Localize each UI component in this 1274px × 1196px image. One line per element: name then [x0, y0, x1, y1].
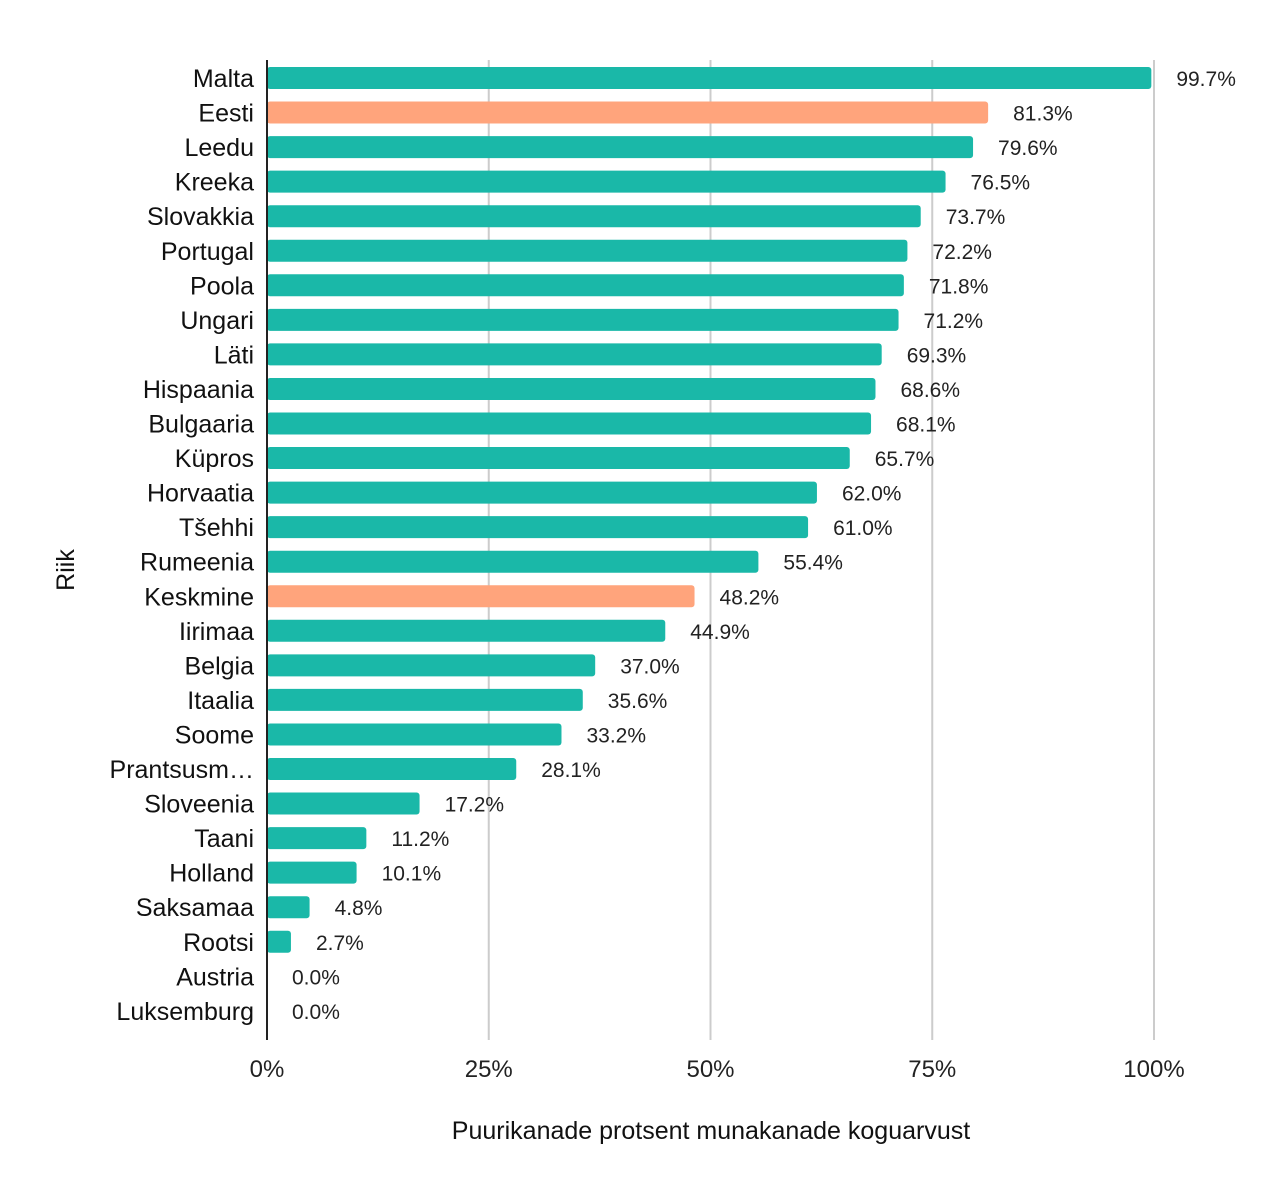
bar-14 — [267, 550, 759, 573]
category-label: Bulgaaria — [148, 411, 254, 439]
value-label: 44.9% — [690, 621, 750, 644]
category-label: Tšehhi — [179, 514, 254, 542]
bar-19 — [267, 723, 562, 746]
category-label: Keskmine — [144, 583, 254, 611]
bar-24 — [267, 896, 310, 919]
value-label: 55.4% — [783, 552, 843, 575]
value-label: 79.6% — [998, 137, 1058, 160]
value-label: 73.7% — [946, 206, 1006, 229]
category-label: Sloveenia — [144, 791, 254, 819]
value-label: 68.1% — [896, 414, 956, 437]
bar-0 — [267, 67, 1152, 89]
bar-20 — [267, 758, 517, 780]
x-tick-label: 0% — [250, 1056, 285, 1083]
category-label: Eesti — [198, 100, 254, 128]
value-label: 76.5% — [971, 172, 1031, 195]
category-label: Rumeenia — [140, 549, 254, 577]
bar-6 — [267, 274, 904, 297]
value-label: 0.0% — [292, 966, 340, 989]
category-label: Belgia — [185, 652, 255, 680]
value-label: 61.0% — [833, 517, 893, 540]
bar-13 — [267, 516, 809, 539]
value-label: 69.3% — [907, 344, 967, 367]
category-label: Horvaatia — [147, 480, 254, 508]
value-label: 35.6% — [608, 690, 668, 713]
bar-7 — [267, 308, 899, 331]
bar-17 — [267, 654, 596, 677]
x-tick-label: 75% — [908, 1056, 956, 1083]
category-label: Slovakkia — [147, 203, 254, 231]
value-label: 37.0% — [620, 655, 680, 678]
bars — [267, 67, 1152, 953]
value-label: 72.2% — [932, 241, 992, 264]
bar-23 — [267, 861, 357, 884]
value-label: 10.1% — [382, 863, 442, 886]
value-label: 17.2% — [445, 794, 505, 817]
value-label: 71.8% — [929, 275, 989, 298]
y-axis-title: Riik — [52, 549, 80, 591]
category-label: Läti — [214, 341, 254, 369]
x-tick-label: 50% — [686, 1056, 734, 1083]
value-label: 11.2% — [391, 828, 449, 851]
category-label: Holland — [169, 860, 254, 888]
category-label: Rootsi — [183, 929, 254, 957]
value-label: 68.6% — [900, 379, 960, 402]
value-label: 81.3% — [1013, 103, 1073, 126]
bar-10 — [267, 412, 872, 435]
category-label: Kreeka — [175, 169, 254, 197]
value-label: 65.7% — [875, 448, 935, 471]
bar-1 — [267, 101, 989, 124]
category-label: Portugal — [161, 238, 254, 266]
category-label: Küpros — [175, 445, 254, 473]
x-axis-title: Puurikanade protsent munakanade koguarvu… — [452, 1117, 970, 1145]
x-tick-label: 100% — [1123, 1056, 1184, 1083]
category-label: Prantsusm… — [110, 756, 254, 784]
value-label: 28.1% — [541, 759, 601, 782]
category-label: Itaalia — [187, 687, 254, 715]
value-label: 99.7% — [1176, 68, 1236, 91]
category-label: Malta — [193, 65, 254, 93]
bar-9 — [267, 377, 876, 400]
bar-15 — [267, 585, 695, 608]
category-label: Ungari — [180, 307, 254, 335]
category-label: Austria — [176, 963, 254, 991]
bar-25 — [267, 930, 291, 953]
bar-4 — [267, 205, 921, 228]
category-label: Iirimaa — [179, 618, 254, 646]
category-label: Leedu — [184, 134, 254, 162]
value-label: 62.0% — [842, 483, 902, 506]
bar-11 — [267, 447, 850, 470]
bar-2 — [267, 136, 974, 159]
bar-16 — [267, 619, 666, 642]
bar-5 — [267, 239, 908, 262]
bar-22 — [267, 827, 367, 850]
value-label: 2.7% — [316, 932, 364, 955]
bar-8 — [267, 343, 882, 366]
x-tick-label: 25% — [465, 1056, 513, 1083]
bar-3 — [267, 170, 946, 193]
labels: 0% 25% 50% 75% 100% Malta 99.7% Eesti 81.3% Leedu… — [110, 65, 1236, 1083]
category-label: Luksemburg — [116, 998, 254, 1026]
value-label: 4.8% — [335, 897, 383, 920]
value-label: 0.0% — [292, 1001, 340, 1024]
category-label: Taani — [194, 825, 254, 853]
value-label: 48.2% — [720, 586, 780, 609]
category-label: Poola — [190, 272, 254, 300]
category-label: Hispaania — [143, 376, 254, 404]
bar-12 — [267, 481, 817, 504]
category-label: Saksamaa — [136, 894, 254, 922]
category-label: Soome — [175, 721, 254, 749]
bar-18 — [267, 688, 583, 711]
value-label: 71.2% — [924, 310, 984, 333]
value-label: 33.2% — [586, 724, 646, 747]
bar-21 — [267, 792, 420, 815]
